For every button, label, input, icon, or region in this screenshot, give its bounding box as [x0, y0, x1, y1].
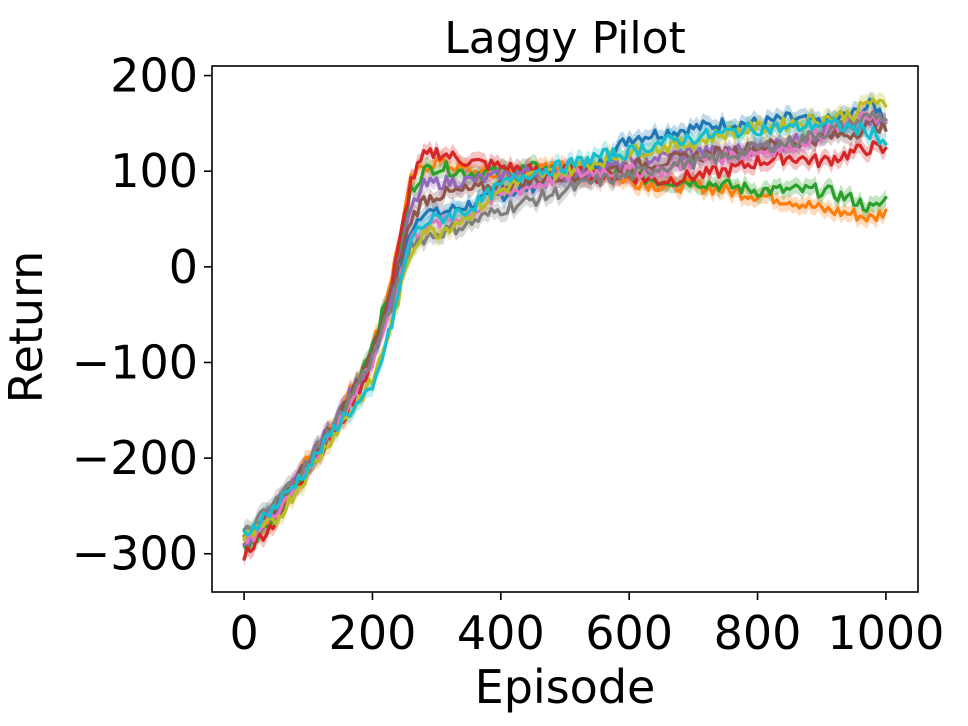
series-line-10 [242, 117, 888, 537]
y-tick-label: −200 [72, 431, 198, 485]
y-tick-label: 200 [110, 49, 198, 103]
series-band-2 [244, 149, 886, 552]
y-tick-label: −300 [72, 527, 198, 581]
series-line-8 [242, 109, 888, 532]
x-tick-label: 800 [714, 606, 802, 660]
series-line-2 [242, 155, 888, 546]
plot-frame [211, 65, 919, 593]
x-tick-label: 200 [329, 606, 417, 660]
chart-title: Laggy Pilot [444, 13, 686, 64]
y-tick-label: −100 [72, 335, 198, 389]
x-tick-label: 0 [229, 606, 258, 660]
series-line-3 [242, 160, 888, 553]
bands-layer [244, 91, 886, 568]
y-tick-label: 100 [110, 144, 198, 198]
x-ticks: 0 200 400 600 800 1000 [229, 592, 944, 660]
x-tick-label: 400 [457, 606, 545, 660]
y-tick-label: 0 [169, 240, 198, 294]
lines-layer [242, 97, 888, 561]
series-band-3 [244, 153, 886, 560]
x-tick-label: 1000 [827, 606, 944, 660]
x-tick-label: 600 [585, 606, 673, 660]
y-axis-label: Return [0, 251, 53, 404]
y-ticks: −300 −200 −100 0 100 200 [72, 49, 212, 581]
x-axis-label: Episode [475, 660, 656, 714]
